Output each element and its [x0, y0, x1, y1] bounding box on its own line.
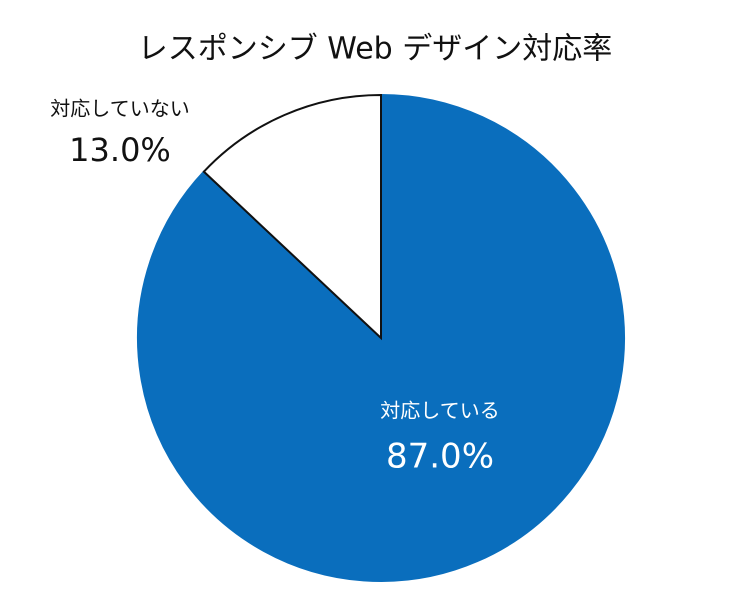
slice-value-label: 87.0% — [386, 437, 494, 477]
chart-title: レスポンシブ Web デザイン対応率 — [138, 32, 612, 67]
slice-value-label: 13.0% — [69, 131, 171, 169]
slice-label: 対応していない — [50, 97, 189, 121]
slice-label: 対応している — [380, 399, 499, 423]
pie-slice — [202, 93, 382, 341]
